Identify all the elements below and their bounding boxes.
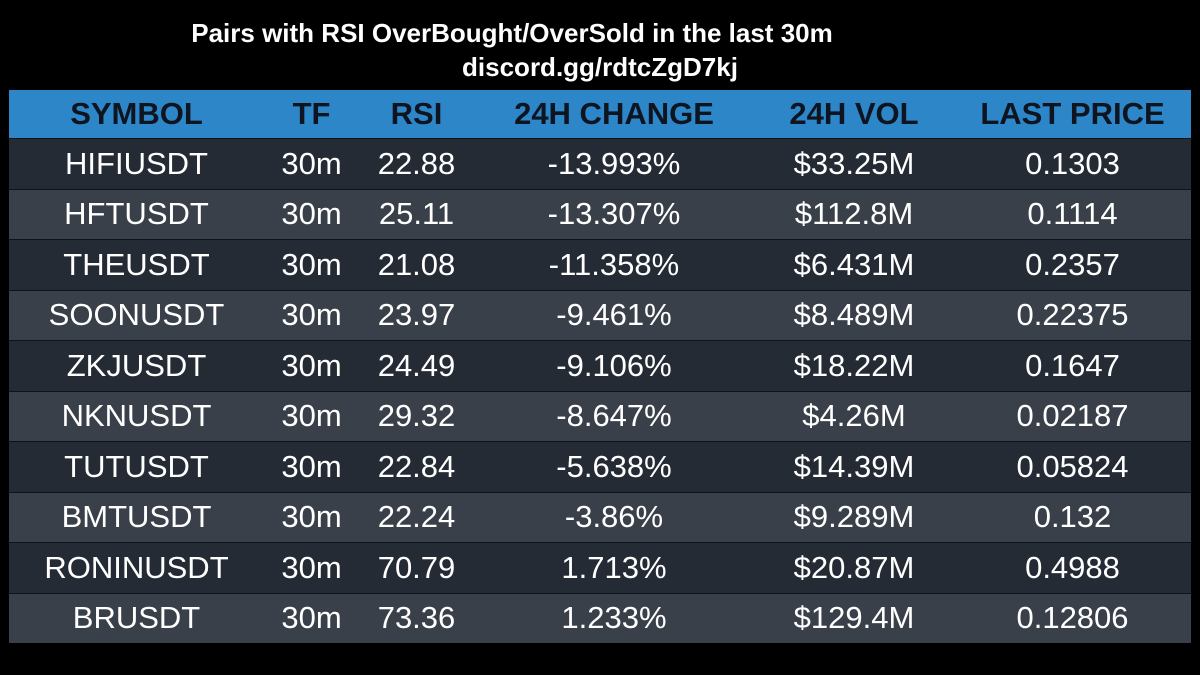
cell-24h-vol: $8.489M: [754, 289, 954, 341]
cell-24h-change: 1.233%: [474, 592, 754, 643]
table-row: NKNUSDT 30m 29.32 -8.647% $4.26M 0.02187: [9, 390, 1191, 442]
cell-24h-change: -9.106%: [474, 340, 754, 391]
header-24h-change: 24H CHANGE: [474, 90, 754, 139]
discord-link[interactable]: discord.gg/rdtcZgD7kj: [462, 52, 738, 82]
cell-symbol: SOONUSDT: [9, 289, 264, 341]
cell-24h-change: -8.647%: [474, 390, 754, 442]
cell-rsi: 22.24: [359, 491, 474, 543]
cell-rsi: 24.49: [359, 340, 474, 391]
cell-last-price: 0.05824: [954, 441, 1191, 492]
cell-symbol: RONINUSDT: [9, 542, 264, 593]
cell-tf: 30m: [264, 491, 359, 543]
cell-rsi: 73.36: [359, 592, 474, 643]
cell-last-price: 0.132: [954, 491, 1191, 543]
cell-rsi: 23.97: [359, 289, 474, 341]
header-tf: TF: [264, 90, 359, 139]
header-symbol: SYMBOL: [9, 90, 264, 139]
cell-tf: 30m: [264, 188, 359, 240]
cell-24h-vol: $9.289M: [754, 491, 954, 543]
cell-24h-vol: $14.39M: [754, 441, 954, 492]
cell-rsi: 22.88: [359, 138, 474, 189]
cell-tf: 30m: [264, 340, 359, 391]
table-row: TUTUSDT 30m 22.84 -5.638% $14.39M 0.0582…: [9, 441, 1191, 492]
cell-rsi: 70.79: [359, 542, 474, 593]
cell-24h-vol: $4.26M: [754, 390, 954, 442]
cell-24h-change: 1.713%: [474, 542, 754, 593]
cell-tf: 30m: [264, 542, 359, 593]
cell-symbol: BRUSDT: [9, 592, 264, 643]
header-row: SYMBOL TF RSI 24H CHANGE 24H VOL LAST PR…: [9, 90, 1191, 139]
cell-symbol: ZKJUSDT: [9, 340, 264, 391]
cell-24h-vol: $18.22M: [754, 340, 954, 391]
cell-tf: 30m: [264, 289, 359, 341]
cell-rsi: 22.84: [359, 441, 474, 492]
cell-last-price: 0.1647: [954, 340, 1191, 391]
cell-rsi: 25.11: [359, 188, 474, 240]
cell-24h-vol: $6.431M: [754, 239, 954, 290]
cell-tf: 30m: [264, 239, 359, 290]
cell-symbol: HIFIUSDT: [9, 138, 264, 189]
cell-24h-change: -9.461%: [474, 289, 754, 341]
header-rsi: RSI: [359, 90, 474, 139]
cell-tf: 30m: [264, 390, 359, 442]
cell-tf: 30m: [264, 138, 359, 189]
cell-last-price: 0.1114: [954, 188, 1191, 240]
cell-24h-vol: $33.25M: [754, 138, 954, 189]
page-title: Pairs with RSI OverBought/OverSold in th…: [191, 18, 833, 48]
cell-last-price: 0.2357: [954, 239, 1191, 290]
cell-tf: 30m: [264, 441, 359, 492]
table-row: BRUSDT 30m 73.36 1.233% $129.4M 0.12806: [9, 592, 1191, 643]
cell-24h-change: -13.307%: [474, 188, 754, 240]
cell-symbol: HFTUSDT: [9, 188, 264, 240]
cell-symbol: TUTUSDT: [9, 441, 264, 492]
cell-rsi: 29.32: [359, 390, 474, 442]
table-row: SOONUSDT 30m 23.97 -9.461% $8.489M 0.223…: [9, 289, 1191, 341]
cell-last-price: 0.12806: [954, 592, 1191, 643]
table-body: HIFIUSDT 30m 22.88 -13.993% $33.25M 0.13…: [9, 138, 1191, 643]
cell-symbol: NKNUSDT: [9, 390, 264, 442]
cell-last-price: 0.02187: [954, 390, 1191, 442]
cell-24h-change: -11.358%: [474, 239, 754, 290]
table-row: HIFIUSDT 30m 22.88 -13.993% $33.25M 0.13…: [9, 138, 1191, 189]
cell-24h-change: -5.638%: [474, 441, 754, 492]
header-24h-vol: 24H VOL: [754, 90, 954, 139]
header-last-price: LAST PRICE: [954, 90, 1191, 139]
cell-24h-vol: $20.87M: [754, 542, 954, 593]
table-row: RONINUSDT 30m 70.79 1.713% $20.87M 0.498…: [9, 542, 1191, 593]
cell-tf: 30m: [264, 592, 359, 643]
cell-symbol: THEUSDT: [9, 239, 264, 290]
table-row: THEUSDT 30m 21.08 -11.358% $6.431M 0.235…: [9, 239, 1191, 290]
cell-last-price: 0.22375: [954, 289, 1191, 341]
cell-last-price: 0.4988: [954, 542, 1191, 593]
cell-24h-vol: $129.4M: [754, 592, 954, 643]
cell-24h-vol: $112.8M: [754, 188, 954, 240]
cell-last-price: 0.1303: [954, 138, 1191, 189]
cell-rsi: 21.08: [359, 239, 474, 290]
rsi-table: SYMBOL TF RSI 24H CHANGE 24H VOL LAST PR…: [9, 90, 1191, 643]
table-header: SYMBOL TF RSI 24H CHANGE 24H VOL LAST PR…: [9, 90, 1191, 139]
cell-symbol: BMTUSDT: [9, 491, 264, 543]
table-row: ZKJUSDT 30m 24.49 -9.106% $18.22M 0.1647: [9, 340, 1191, 391]
table-row: BMTUSDT 30m 22.24 -3.86% $9.289M 0.132: [9, 491, 1191, 543]
cell-24h-change: -3.86%: [474, 491, 754, 543]
cell-24h-change: -13.993%: [474, 138, 754, 189]
table-row: HFTUSDT 30m 25.11 -13.307% $112.8M 0.111…: [9, 188, 1191, 240]
